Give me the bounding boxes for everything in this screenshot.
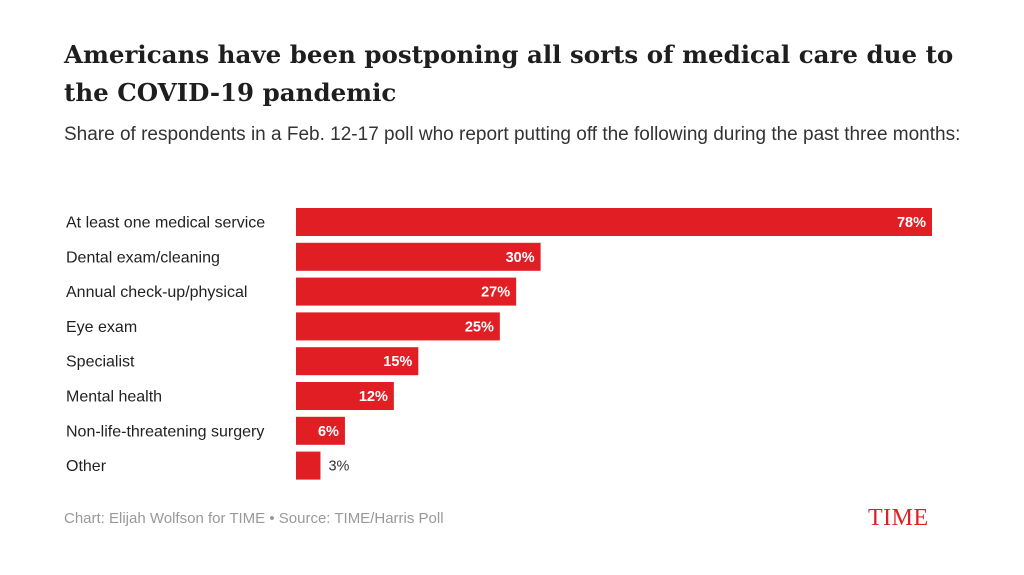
category-label: Eye exam [66,319,137,336]
value-label: 6% [318,424,339,440]
category-label: Annual check-up/physical [66,284,247,301]
chart-subtitle: Share of respondents in a Feb. 12-17 pol… [64,124,961,145]
chart-title: Americans have been postponing all sorts… [64,40,954,107]
value-label: 30% [506,250,535,266]
category-label: Specialist [66,354,135,371]
value-label: 15% [383,354,412,370]
bar [296,347,419,376]
bar-chart: At least one medical service 78% Dental ex… [66,208,932,480]
bar [296,451,321,480]
bar [296,312,500,341]
value-label: 27% [481,285,510,301]
bar [296,382,394,410]
time-logo: TIME [868,505,929,531]
bar [296,242,541,271]
chart-credit: Chart: Elijah Wolfson for TIME • Source:… [64,510,444,527]
value-label: 25% [465,319,494,335]
value-label: 3% [328,459,349,475]
category-label: Other [66,458,107,475]
category-label: Dental exam/cleaning [66,249,220,266]
category-label: Non-life-threatening surgery [66,423,264,440]
value-label: 78% [897,215,926,231]
bar [296,416,345,445]
bar [296,208,932,236]
bar [296,277,517,306]
category-label: Mental health [66,389,162,406]
value-label: 12% [359,389,388,405]
category-label: At least one medical service [66,215,265,232]
